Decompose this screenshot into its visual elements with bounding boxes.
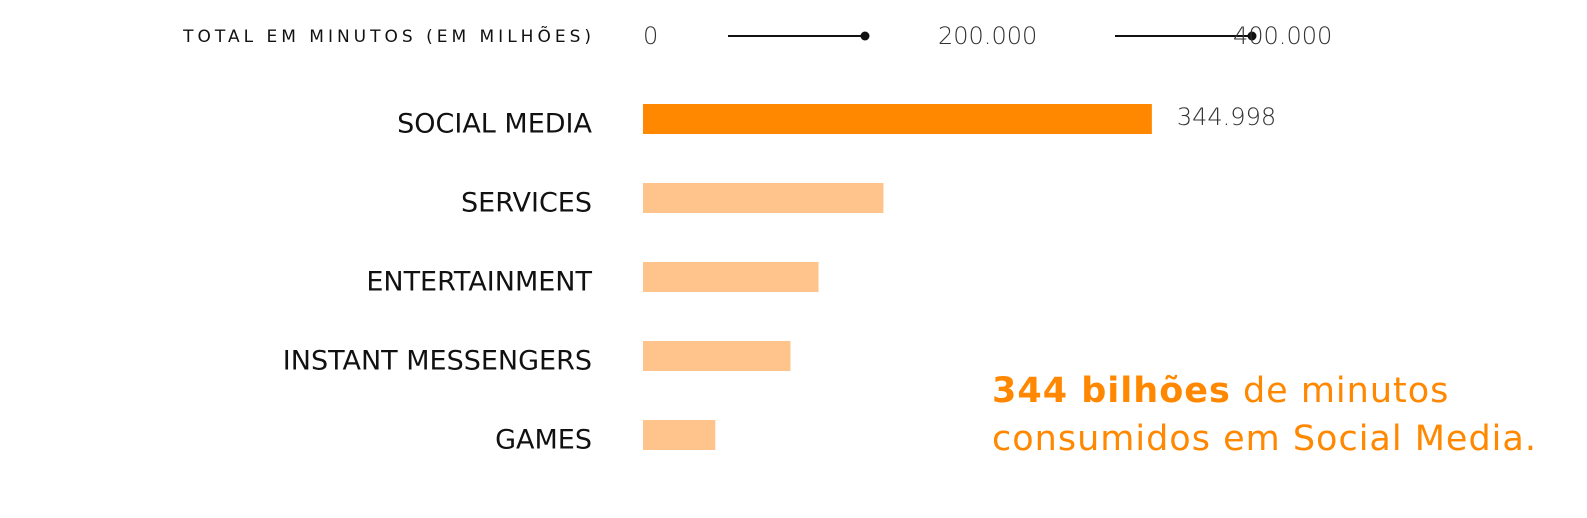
category-label: GAMES (495, 425, 592, 456)
bar (643, 104, 1152, 134)
x-tick-label: 0 (643, 22, 658, 50)
bar (643, 341, 791, 371)
category-label: SERVICES (461, 188, 592, 219)
annotation-line1: 344 bilhões de minutos (992, 371, 1449, 411)
divider-dot (1247, 31, 1257, 41)
divider-dot (860, 31, 870, 41)
bar (643, 420, 716, 450)
bar (643, 262, 819, 292)
x-tick-label: 200.000 (938, 22, 1037, 50)
header-decoration (728, 31, 1257, 41)
annotation-highlight: 344 bilhões (992, 371, 1231, 411)
category-label: ENTERTAINMENT (366, 267, 592, 298)
category-label: INSTANT MESSENGERS (283, 346, 592, 377)
value-label: 344.998 (1177, 103, 1276, 131)
bar (643, 183, 884, 213)
x-tick-label: 400.000 (1233, 22, 1332, 50)
annotation-line2: consumidos em Social Media. (992, 419, 1537, 459)
axis-label: TOTAL EM MINUTOS (EM MILHÕES) (182, 25, 595, 47)
category-label: SOCIAL MEDIA (397, 109, 592, 140)
annotation-text: de minutos (1231, 371, 1450, 411)
